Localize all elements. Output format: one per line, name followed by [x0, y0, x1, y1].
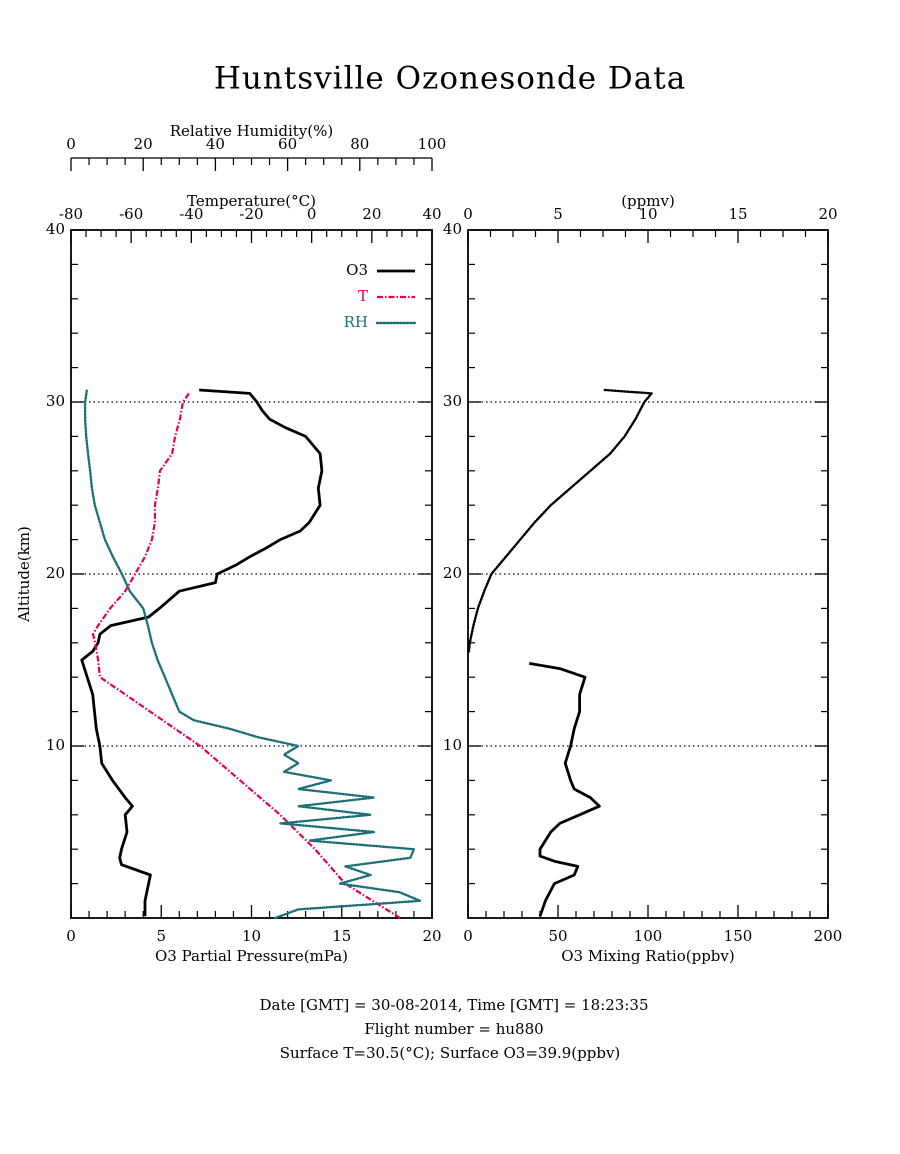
x-tick-label: 200	[814, 927, 843, 945]
x2-tick-label: 0	[463, 205, 473, 223]
legend-label: RH	[344, 313, 368, 331]
x-tick-label: 100	[634, 927, 663, 945]
x2-axis-label: (ppmv)	[621, 192, 675, 210]
y-tick-label: 10	[443, 736, 462, 754]
plot-frame	[70, 229, 433, 919]
x2-tick-label: 15	[728, 205, 747, 223]
legend-label: T	[358, 287, 368, 305]
y-axis-label: Altitude(km)	[15, 526, 33, 623]
x3-tick-label: 20	[134, 135, 153, 153]
x-tick-label: 5	[156, 927, 166, 945]
x2-tick-label: -80	[59, 205, 83, 223]
x2-tick-label: 10	[638, 205, 657, 223]
y-tick-label: 40	[46, 220, 65, 238]
x-tick-label: 15	[332, 927, 351, 945]
x2-tick-label: -20	[239, 205, 263, 223]
y-tick-label: 30	[46, 392, 65, 410]
y-tick-label: 20	[46, 564, 65, 582]
footer-line: Flight number = hu880	[364, 1020, 543, 1038]
y-tick-label: 40	[443, 220, 462, 238]
x2-tick-label: 20	[818, 205, 837, 223]
y-tick-label: 20	[443, 564, 462, 582]
profile-line	[83, 388, 422, 920]
y-tick-label: 30	[443, 392, 462, 410]
x2-tick-label: 0	[307, 205, 317, 223]
x-tick-label: 10	[242, 927, 261, 945]
footer-line: Date [GMT] = 30-08-2014, Time [GMT] = 18…	[259, 996, 648, 1014]
x2-tick-label: 40	[422, 205, 441, 223]
profile-line	[91, 391, 401, 919]
x-tick-label: 50	[548, 927, 567, 945]
x3-tick-label: 100	[418, 135, 447, 153]
x-tick-label: 150	[724, 927, 753, 945]
x2-axis-label: Temperature(°C)	[187, 192, 316, 210]
x-axis-label: O3 Partial Pressure(mPa)	[155, 947, 348, 965]
x-axis-label: O3 Mixing Ratio(ppbv)	[561, 947, 734, 965]
profile-line	[467, 388, 653, 653]
x2-tick-label: 5	[553, 205, 563, 223]
profile-line	[80, 388, 324, 917]
y-tick-label: 10	[46, 736, 65, 754]
figure-title: Huntsville Ozonesonde Data	[214, 61, 686, 97]
x-tick-label: 20	[422, 927, 441, 945]
profile-line	[528, 662, 601, 917]
plot-frame	[467, 229, 829, 919]
x-tick-label: 0	[66, 927, 76, 945]
x3-axis-label: Relative Humidity(%)	[170, 122, 333, 140]
x3-tick-label: 80	[350, 135, 369, 153]
x2-tick-label: -60	[119, 205, 143, 223]
x2-tick-label: -40	[179, 205, 203, 223]
x2-tick-label: 20	[362, 205, 381, 223]
x3-tick-label: 40	[206, 135, 225, 153]
legend-label: O3	[346, 261, 368, 279]
x-tick-label: 0	[463, 927, 473, 945]
x3-tick-label: 60	[278, 135, 297, 153]
x3-tick-label: 0	[66, 135, 76, 153]
footer-line: Surface T=30.5(°C); Surface O3=39.9(ppbv…	[280, 1044, 621, 1062]
